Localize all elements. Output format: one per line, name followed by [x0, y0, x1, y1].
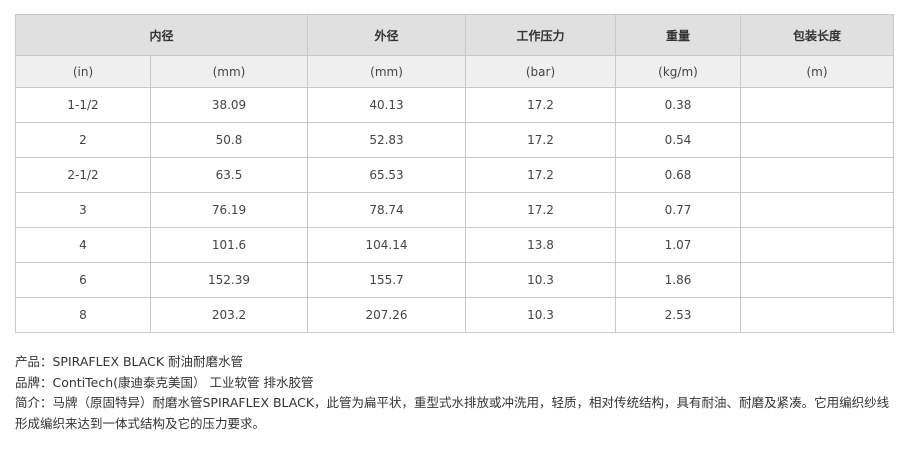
table-row: 2 50.8 52.83 17.2 0.54 [15, 122, 895, 158]
table-cell [740, 122, 895, 158]
header-working-pressure: 工作压力 [465, 14, 617, 56]
header-weight: 重量 [615, 14, 742, 56]
unit-cell: (mm) [307, 55, 467, 88]
table-cell: 207.26 [307, 297, 467, 333]
table-cell [740, 157, 895, 193]
product-line: 产品：SPIRAFLEX BLACK 耐油耐磨水管 [15, 354, 244, 369]
table-cell: 101.6 [149, 227, 309, 263]
table-cell: 10.3 [465, 297, 617, 333]
unit-cell: (kg/m) [615, 55, 742, 88]
table-row: 1-1/2 38.09 40.13 17.2 0.38 [15, 87, 895, 123]
table-cell: 155.7 [307, 262, 467, 298]
table-cell: 203.2 [149, 297, 309, 333]
unit-cell: (m) [740, 55, 895, 88]
table-cell: 0.68 [615, 157, 742, 193]
table-cell [740, 227, 895, 263]
table-cell: 4 [15, 227, 151, 263]
table-row: 3 76.19 78.74 17.2 0.77 [15, 192, 895, 228]
table-cell: 76.19 [149, 192, 309, 228]
table-cell: 65.53 [307, 157, 467, 193]
table-cell: 8 [15, 297, 151, 333]
header-inner-diameter: 内径 [14, 14, 309, 56]
unit-cell: (in) [15, 55, 151, 88]
header-outer-diameter: 外径 [307, 14, 467, 56]
table-cell [740, 297, 895, 333]
table-cell: 17.2 [465, 87, 617, 123]
table-cell: 0.54 [615, 122, 742, 158]
table-cell: 2-1/2 [15, 157, 151, 193]
table-cell: 63.5 [149, 157, 309, 193]
table-cell: 1-1/2 [15, 87, 151, 123]
table-cell: 17.2 [465, 157, 617, 193]
unit-cell: (bar) [465, 55, 617, 88]
spec-table: 内径 外径 工作压力 重量 包装长度 (in) (mm) (mm) (bar) … [14, 14, 895, 333]
table-cell [740, 87, 895, 123]
table-cell: 78.74 [307, 192, 467, 228]
table-cell: 50.8 [149, 122, 309, 158]
table-cell: 2.53 [615, 297, 742, 333]
product-description: 产品：SPIRAFLEX BLACK 耐油耐磨水管 品牌：ContiTech(康… [15, 352, 895, 434]
table-cell: 152.39 [149, 262, 309, 298]
table-cell: 17.2 [465, 192, 617, 228]
unit-cell: (mm) [149, 55, 309, 88]
brand-line: 品牌：ContiTech(康迪泰克美国） 工业软管 排水胶管 [15, 374, 314, 390]
table-cell: 3 [15, 192, 151, 228]
table-cell: 13.8 [465, 227, 617, 263]
table-cell: 40.13 [307, 87, 467, 123]
table-cell: 17.2 [465, 122, 617, 158]
table-row: 2-1/2 63.5 65.53 17.2 0.68 [15, 157, 895, 193]
header-package-length: 包装长度 [740, 14, 895, 56]
table-cell: 1.07 [615, 227, 742, 263]
table-cell [740, 192, 895, 228]
table-cell: 2 [15, 122, 151, 158]
table-cell: 1.86 [615, 262, 742, 298]
header-row: 内径 外径 工作压力 重量 包装长度 [14, 14, 895, 56]
units-row: (in) (mm) (mm) (bar) (kg/m) (m) [15, 55, 895, 88]
table-cell: 10.3 [465, 262, 617, 298]
table-cell: 6 [15, 262, 151, 298]
table-row: 6 152.39 155.7 10.3 1.86 [15, 262, 895, 298]
table-row: 8 203.2 207.26 10.3 2.53 [15, 297, 895, 333]
table-row: 4 101.6 104.14 13.8 1.07 [15, 227, 895, 263]
table-cell: 104.14 [307, 227, 467, 263]
intro-line: 简介：马牌（原固特异）耐磨水管SPIRAFLEX BLACK，此管为扁平状，重型… [15, 395, 890, 431]
table-cell [740, 262, 895, 298]
table-cell: 0.38 [615, 87, 742, 123]
table-cell: 52.83 [307, 122, 467, 158]
table-cell: 38.09 [149, 87, 309, 123]
table-cell: 0.77 [615, 192, 742, 228]
